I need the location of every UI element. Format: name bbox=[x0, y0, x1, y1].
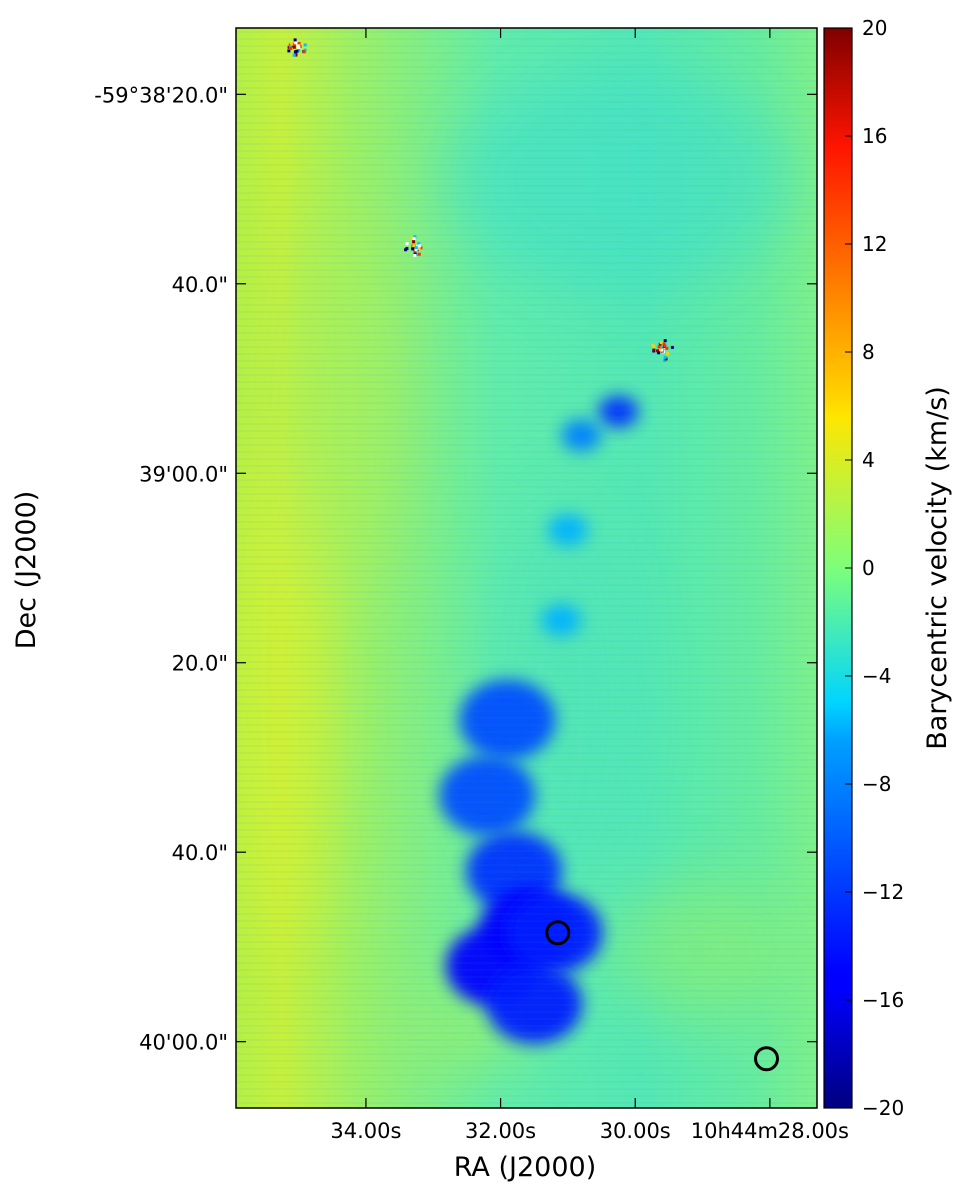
colorbar: 20 16 12 8 4 0 −4 −8 −12 −16 −20 Barycentric veloc… bbox=[823, 16, 953, 1120]
striping bbox=[236, 31, 817, 1104]
colorbar-tick-label: 12 bbox=[862, 232, 887, 256]
colorbar-tick-label: 4 bbox=[862, 448, 875, 472]
y-tick-label: 40.0" bbox=[172, 273, 228, 297]
plot-frame bbox=[235, 27, 818, 1109]
blueshifted-clump-3 bbox=[541, 604, 582, 637]
colorbar-ticks: 20 16 12 8 4 0 −4 −8 −12 −16 −20 bbox=[845, 16, 904, 1120]
star-residual-1 bbox=[404, 235, 423, 257]
blueshifted-clump-0 bbox=[598, 395, 639, 428]
y-tick-label: 40.0" bbox=[172, 841, 228, 865]
blueshifted-jet-10 bbox=[486, 963, 583, 1044]
blueshifted-jet-4 bbox=[459, 679, 556, 760]
x-tick-label: 32.00s bbox=[465, 1119, 536, 1143]
blueshifted-jet-5 bbox=[439, 755, 536, 836]
blueshifted-clump-2 bbox=[547, 514, 588, 547]
star-residual-0 bbox=[287, 38, 307, 57]
colorbar-tick-label: −16 bbox=[862, 988, 904, 1012]
marker-circle-0 bbox=[545, 920, 571, 946]
marker-circle-1 bbox=[754, 1046, 780, 1072]
y-tick-label: 20.0" bbox=[172, 652, 228, 676]
colorbar-tick-label: −12 bbox=[862, 880, 904, 904]
x-tick-label: 34.00s bbox=[330, 1119, 401, 1143]
colorbar-tick-label: 0 bbox=[862, 556, 875, 580]
colorbar-tick-label: 8 bbox=[862, 340, 875, 364]
y-tick-label: 40'00.0" bbox=[139, 1031, 228, 1055]
y-axis-ticks: -59°38'20.0" 40.0" 39'00.0" 20.0" 40.0" 40'00… bbox=[94, 83, 817, 1055]
colorbar-tick-label: 16 bbox=[862, 124, 887, 148]
velocity-map bbox=[236, 28, 817, 1108]
colorbar-tick-label: −4 bbox=[862, 664, 891, 688]
x-tick-label: 30.00s bbox=[600, 1119, 671, 1143]
y-axis-label: Dec (J2000) bbox=[11, 491, 42, 650]
star-residual-2 bbox=[651, 339, 674, 362]
blueshifted-jet-9 bbox=[506, 892, 603, 973]
x-axis-ticks: 34.00s 32.00s 30.00s 10h44m28.00s bbox=[330, 28, 849, 1143]
colorbar-label: Barycentric velocity (km/s) bbox=[922, 386, 953, 750]
markers bbox=[545, 920, 780, 1072]
colorbar-tick-label: −20 bbox=[862, 1096, 904, 1120]
x-axis-label: RA (J2000) bbox=[454, 1152, 596, 1183]
x-tick-label: 10h44m28.00s bbox=[691, 1119, 849, 1143]
star-residuals bbox=[287, 38, 674, 362]
blueshifted-clump-1 bbox=[561, 419, 602, 452]
y-tick-label: -59°38'20.0" bbox=[94, 83, 228, 107]
colorbar-tick-label: −8 bbox=[862, 772, 891, 796]
y-tick-label: 39'00.0" bbox=[139, 462, 228, 486]
colorbar-tick-label: 20 bbox=[862, 16, 887, 40]
velocity-features bbox=[236, 31, 817, 1104]
